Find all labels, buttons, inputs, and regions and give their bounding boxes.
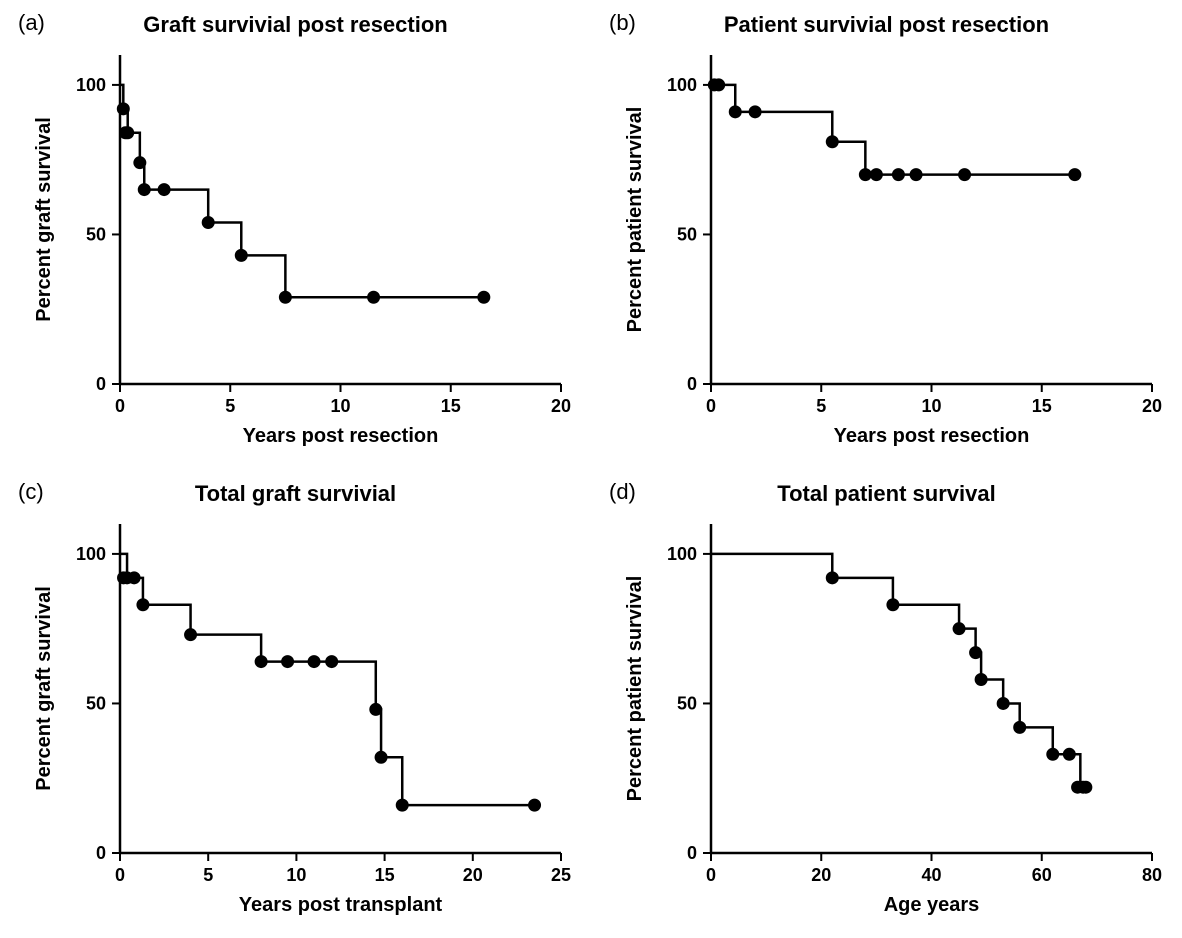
km-marker bbox=[134, 157, 146, 169]
km-marker bbox=[859, 169, 871, 181]
km-marker bbox=[279, 291, 291, 303]
km-marker bbox=[282, 656, 294, 668]
x-tick-label: 15 bbox=[375, 865, 395, 885]
panel-d-chart: 0 20 40 60 80 0 50 100 Percent patient survival A… bbox=[591, 469, 1182, 938]
x-tick-label: 25 bbox=[551, 865, 571, 885]
panel-b-chart: 0 5 10 15 20 0 50 100 Percent patient survival Ye… bbox=[591, 0, 1182, 469]
km-step-line bbox=[120, 85, 484, 297]
x-tick-label: 5 bbox=[816, 396, 826, 416]
km-marker bbox=[997, 697, 1009, 709]
x-axis-title: Years post resection bbox=[243, 425, 439, 447]
km-marker bbox=[953, 623, 965, 635]
km-marker bbox=[158, 184, 170, 196]
x-tick-label: 15 bbox=[1032, 396, 1052, 416]
y-tick-label: 100 bbox=[667, 544, 697, 564]
figure-grid: (a) Graft survivial post resection 05101… bbox=[0, 0, 1182, 938]
x-tick-label: 20 bbox=[1142, 396, 1162, 416]
km-marker bbox=[749, 106, 761, 118]
km-marker bbox=[1014, 721, 1026, 733]
km-marker bbox=[910, 169, 922, 181]
y-tick-label: 0 bbox=[687, 843, 697, 863]
y-tick-label: 50 bbox=[86, 224, 106, 244]
km-marker bbox=[117, 103, 129, 115]
y-tick-label: 50 bbox=[677, 224, 697, 244]
km-marker bbox=[1069, 169, 1081, 181]
km-marker bbox=[887, 599, 899, 611]
y-axis-title: Percent patient survival bbox=[624, 576, 646, 802]
km-marker bbox=[729, 106, 741, 118]
km-step-line bbox=[120, 554, 535, 805]
x-tick-label: 0 bbox=[706, 865, 716, 885]
km-marker bbox=[478, 291, 490, 303]
km-marker bbox=[202, 216, 214, 228]
km-marker bbox=[370, 703, 382, 715]
km-marker bbox=[396, 799, 408, 811]
km-marker bbox=[1063, 748, 1075, 760]
km-step-line bbox=[711, 85, 1075, 175]
x-tick-label: 15 bbox=[441, 396, 461, 416]
km-marker bbox=[128, 572, 140, 584]
x-tick-label: 80 bbox=[1142, 865, 1162, 885]
panel-d: (d) Total patient survival 0204060800501… bbox=[591, 469, 1182, 938]
y-tick-label: 100 bbox=[76, 75, 106, 95]
panel-a-chart: 0 5 10 15 20 0 50 100 Percent graft survival Year… bbox=[0, 0, 591, 469]
x-tick-label: 40 bbox=[921, 865, 941, 885]
y-tick-label: 50 bbox=[86, 693, 106, 713]
km-marker bbox=[1080, 781, 1092, 793]
km-marker bbox=[375, 751, 387, 763]
km-marker bbox=[529, 799, 541, 811]
x-tick-label: 20 bbox=[463, 865, 483, 885]
y-tick-label: 100 bbox=[667, 75, 697, 95]
km-step-line bbox=[711, 554, 1086, 787]
x-tick-label: 10 bbox=[286, 865, 306, 885]
km-marker bbox=[368, 291, 380, 303]
x-tick-label: 5 bbox=[225, 396, 235, 416]
x-tick-label: 20 bbox=[811, 865, 831, 885]
km-marker bbox=[326, 656, 338, 668]
x-tick-label: 0 bbox=[706, 396, 716, 416]
km-marker bbox=[713, 79, 725, 91]
panel-c: (c) Total graft survivial 05101520250501… bbox=[0, 469, 591, 938]
y-axis-title: Percent graft survival bbox=[33, 117, 55, 322]
km-marker bbox=[826, 572, 838, 584]
y-tick-label: 0 bbox=[96, 374, 106, 394]
km-marker bbox=[959, 169, 971, 181]
km-marker bbox=[255, 656, 267, 668]
panel-a: (a) Graft survivial post resection 05101… bbox=[0, 0, 591, 469]
y-tick-label: 0 bbox=[687, 374, 697, 394]
km-marker bbox=[185, 629, 197, 641]
x-tick-label: 20 bbox=[551, 396, 571, 416]
km-marker bbox=[1047, 748, 1059, 760]
km-marker bbox=[308, 656, 320, 668]
x-axis-title: Years post resection bbox=[834, 425, 1030, 447]
km-marker bbox=[892, 169, 904, 181]
x-tick-label: 0 bbox=[115, 396, 125, 416]
x-tick-label: 5 bbox=[203, 865, 213, 885]
x-tick-label: 60 bbox=[1032, 865, 1052, 885]
x-axis-title: Years post transplant bbox=[239, 894, 443, 916]
km-marker bbox=[970, 647, 982, 659]
panel-c-chart: 0 5 10 15 20 25 0 50 100 Percent graft survival Ye… bbox=[0, 469, 591, 938]
km-marker bbox=[122, 127, 134, 139]
km-marker bbox=[137, 599, 149, 611]
y-tick-label: 0 bbox=[96, 843, 106, 863]
x-tick-label: 0 bbox=[115, 865, 125, 885]
km-marker bbox=[975, 674, 987, 686]
y-tick-label: 100 bbox=[76, 544, 106, 564]
km-marker bbox=[138, 184, 150, 196]
y-axis-title: Percent patient survival bbox=[624, 107, 646, 333]
y-axis-title: Percent graft survival bbox=[33, 586, 55, 791]
km-marker bbox=[235, 249, 247, 261]
km-marker bbox=[826, 136, 838, 148]
km-marker bbox=[870, 169, 882, 181]
x-axis-title: Age years bbox=[884, 894, 980, 916]
x-tick-label: 10 bbox=[330, 396, 350, 416]
x-tick-label: 10 bbox=[921, 396, 941, 416]
y-tick-label: 50 bbox=[677, 693, 697, 713]
panel-b: (b) Patient survivial post resection 051… bbox=[591, 0, 1182, 469]
